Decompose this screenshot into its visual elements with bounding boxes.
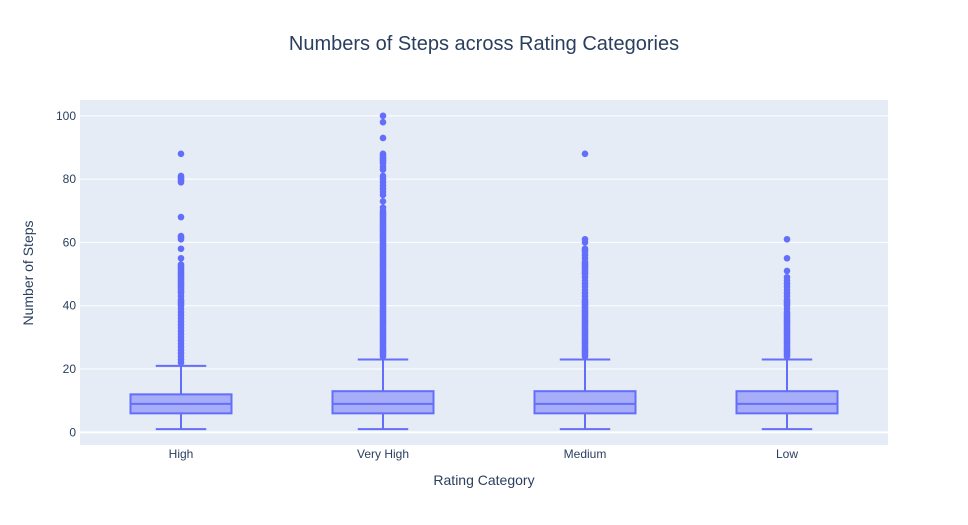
y-tick-label: 0: [69, 425, 76, 439]
x-tick-label: Low: [776, 447, 798, 461]
outlier-point: [783, 235, 791, 243]
box-group: [735, 235, 839, 431]
box-series: [129, 112, 839, 431]
y-tick-label: 20: [63, 362, 77, 376]
plot-area: [80, 100, 888, 445]
y-tick-label: 40: [63, 299, 77, 313]
outlier-point: [177, 245, 185, 253]
box-group: [331, 112, 435, 431]
outlier-point: [783, 254, 791, 262]
grid-lines: [80, 115, 888, 434]
outlier-point: [379, 191, 387, 199]
box-iqr: [735, 390, 839, 415]
box-group: [129, 150, 233, 431]
y-axis-title: Number of Steps: [20, 220, 36, 325]
outlier-point: [783, 353, 791, 360]
outlier-point: [177, 150, 185, 158]
x-tick-label: Very High: [357, 447, 409, 461]
x-tick-label: High: [169, 447, 194, 461]
outlier-point: [177, 359, 185, 367]
y-tick-label: 60: [63, 235, 77, 249]
y-axis-ticks: 0 20 40 60 80 100: [56, 109, 76, 440]
outlier-point: [379, 112, 387, 120]
outlier-point: [379, 166, 387, 173]
outlier-point: [177, 213, 185, 221]
outlier-point: [581, 239, 589, 246]
outlier-point: [783, 267, 791, 275]
y-tick-label: 80: [63, 172, 77, 186]
y-tick-label: 100: [56, 109, 76, 123]
x-axis-ticks: High Very High Medium Low: [169, 447, 799, 461]
outlier-point: [379, 197, 387, 205]
chart-title: Numbers of Steps across Rating Categorie…: [289, 33, 679, 55]
outlier-point: [177, 254, 185, 262]
outlier-point: [581, 353, 589, 360]
outlier-point: [177, 235, 185, 243]
box-iqr: [331, 390, 435, 415]
box-group: [533, 150, 637, 431]
outlier-point: [379, 134, 387, 142]
outlier-point: [581, 150, 589, 158]
x-axis-title: Rating Category: [433, 472, 534, 488]
x-tick-label: Medium: [564, 447, 607, 461]
outlier-point: [379, 118, 387, 126]
box-iqr: [533, 390, 637, 415]
outlier-point: [177, 178, 185, 186]
outlier-point: [379, 353, 387, 360]
